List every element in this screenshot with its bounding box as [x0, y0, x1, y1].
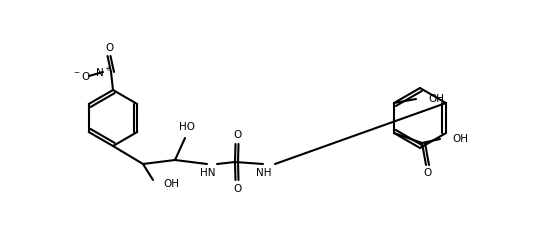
Text: OH: OH [428, 94, 444, 104]
Text: OH: OH [163, 179, 179, 189]
Text: $^-$O: $^-$O [72, 70, 90, 82]
Text: O: O [423, 168, 431, 178]
Text: O: O [105, 43, 113, 53]
Text: O: O [233, 130, 241, 140]
Text: HO: HO [179, 122, 195, 132]
Text: OH: OH [452, 134, 468, 144]
Text: NH: NH [256, 168, 272, 178]
Text: HN: HN [200, 168, 216, 178]
Text: N$^+$: N$^+$ [95, 65, 111, 79]
Text: O: O [233, 184, 241, 194]
